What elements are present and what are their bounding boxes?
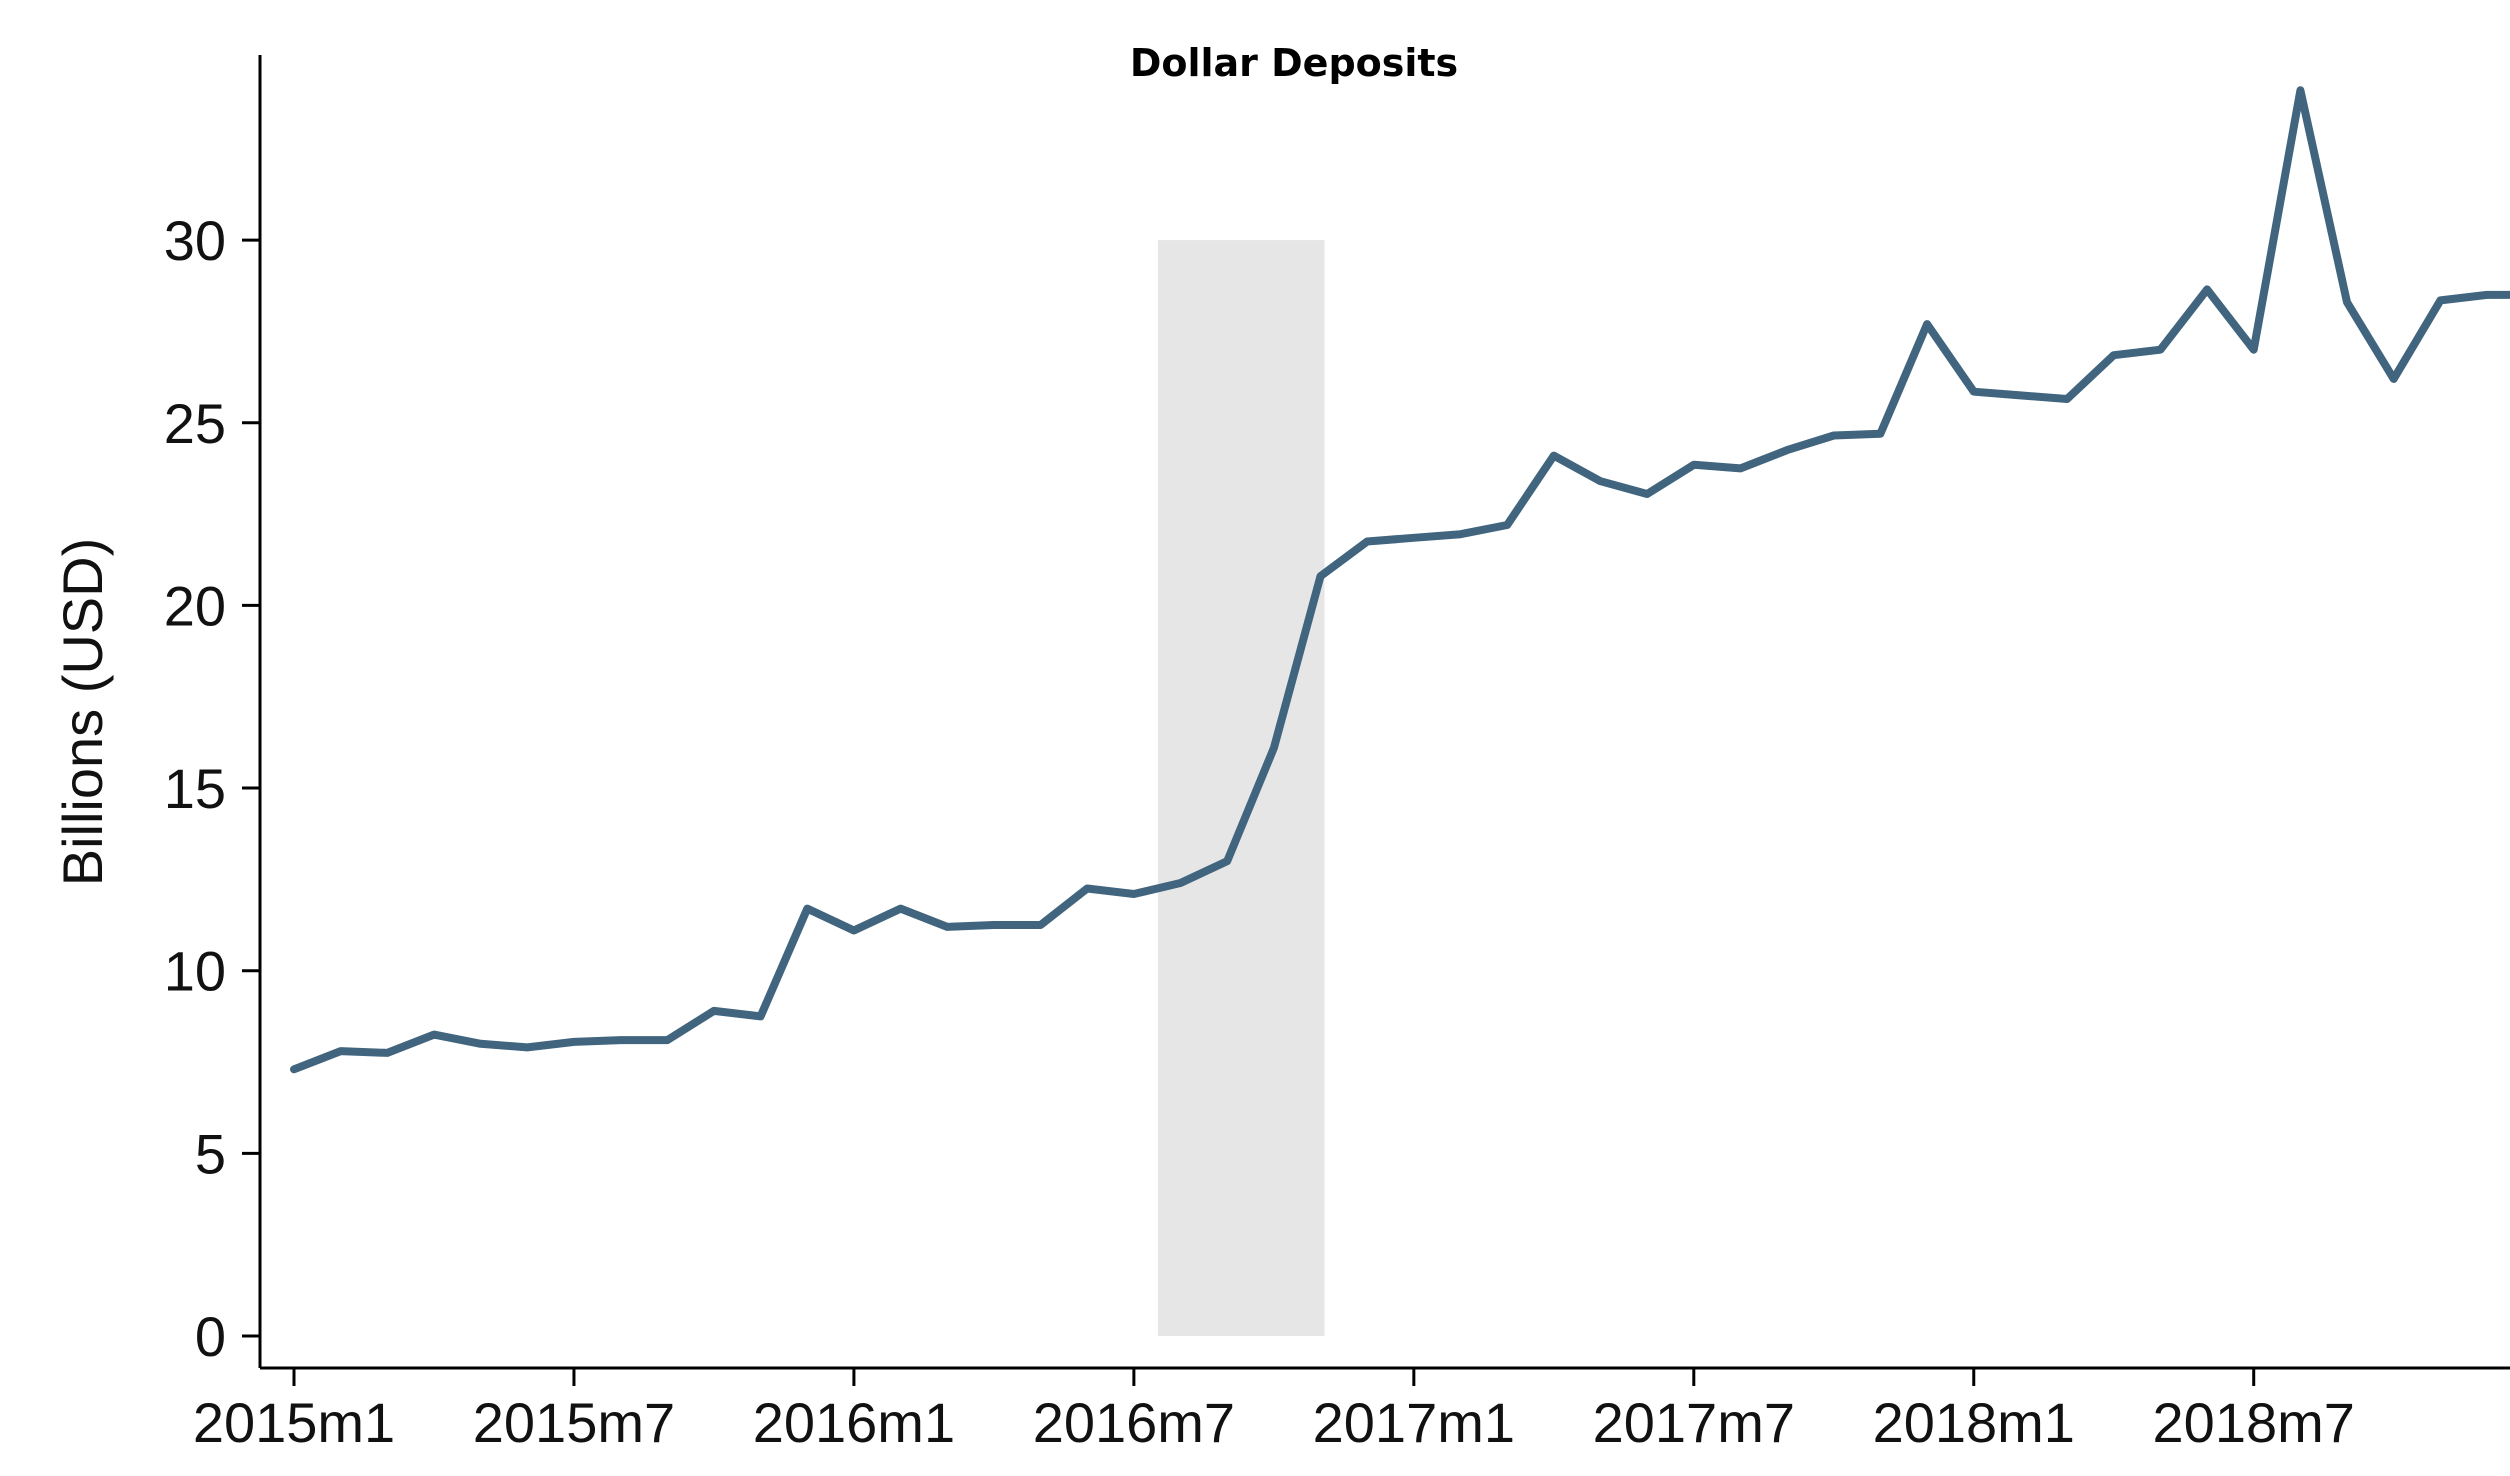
y-tick-label: 10 xyxy=(164,940,226,1003)
x-tick-label: 2018m7 xyxy=(2153,1391,2355,1454)
series-layer xyxy=(290,86,2510,1074)
shaded-region-layer xyxy=(1157,240,1325,1337)
x-tick-label: 2015m1 xyxy=(193,1391,395,1454)
shaded-period-band xyxy=(1157,240,1325,1337)
series-line xyxy=(290,86,2510,1074)
axes-layer xyxy=(258,55,2510,1370)
x-tick-label: 2017m7 xyxy=(1593,1391,1795,1454)
x-tick-label: 2015m7 xyxy=(473,1391,675,1454)
x-tick-label: 2017m1 xyxy=(1313,1391,1515,1454)
y-ticks-layer: 0 5 10 15 20 25 30 xyxy=(164,209,260,1368)
y-tick-label: 20 xyxy=(164,574,226,637)
y-tick-label: 0 xyxy=(195,1305,226,1368)
x-tick-label: 2018m1 xyxy=(1873,1391,2075,1454)
x-tick-label: 2016m1 xyxy=(753,1391,955,1454)
x-ticks-layer: 2015m1 2015m7 2016m1 2016m7 2017m1 2017m7 2018… xyxy=(193,1368,2355,1454)
chart-title: Dollar Deposits xyxy=(1130,41,1458,85)
y-tick-label: 25 xyxy=(164,392,226,455)
y-tick-label: 5 xyxy=(195,1122,226,1185)
y-axis-label: Billions (USD) xyxy=(51,538,114,887)
x-tick-label: 2016m7 xyxy=(1033,1391,1235,1454)
y-tick-label: 15 xyxy=(164,757,226,820)
y-tick-label: 30 xyxy=(164,209,226,272)
